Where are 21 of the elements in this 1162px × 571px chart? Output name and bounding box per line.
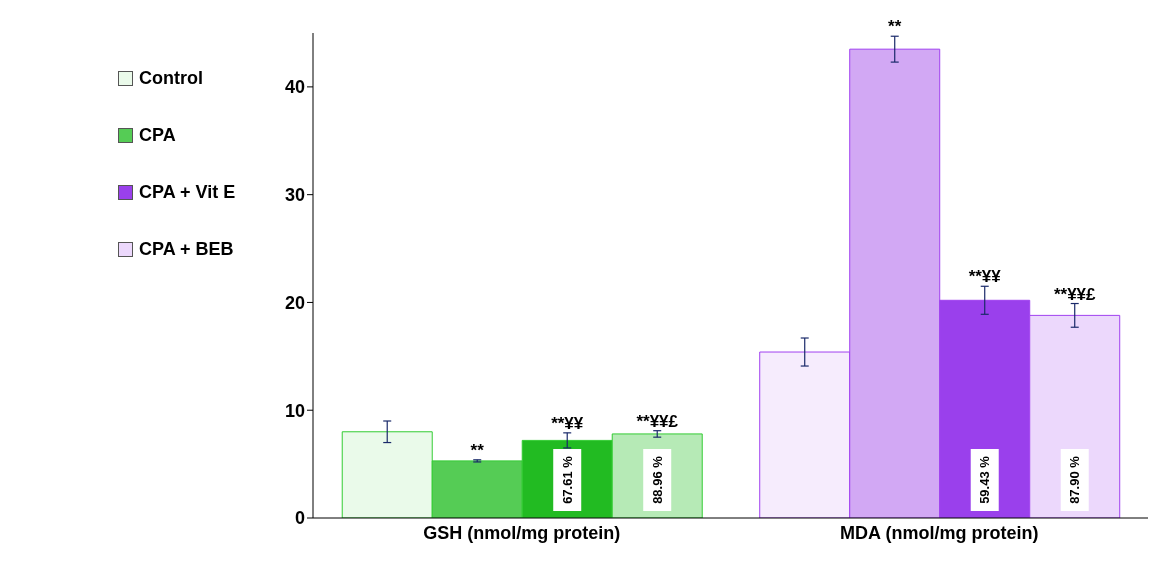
annotation: **¥¥ (551, 413, 584, 433)
y-tick-label: 30 (284, 185, 305, 206)
annotation: 87.90 % (1067, 455, 1083, 504)
y-tick-label: 10 (284, 400, 305, 421)
annotation: ** (470, 440, 485, 460)
y-tick-label: 40 (284, 77, 305, 98)
annotation: **¥¥ (968, 267, 1002, 287)
annotation: 88.96 % (649, 455, 665, 504)
x-tick-label: MDA (nmol/mg protein) (840, 522, 1039, 543)
annotation: **¥¥£ (1053, 284, 1097, 304)
y-tick-label: 20 (284, 292, 305, 313)
x-tick-label: GSH (nmol/mg protein) (423, 522, 621, 543)
legend-label: CPA + BEB (139, 239, 234, 260)
legend-label: CPA + Vit E (139, 182, 236, 203)
annotation: 59.43 % (977, 455, 993, 504)
legend-label: Control (139, 68, 203, 89)
annotation: 67.61 % (559, 455, 575, 504)
annotation: **¥¥£ (636, 411, 679, 431)
annotation: ** (888, 17, 902, 37)
y-tick-label: 0 (294, 508, 305, 529)
legend-label: CPA (139, 125, 176, 146)
